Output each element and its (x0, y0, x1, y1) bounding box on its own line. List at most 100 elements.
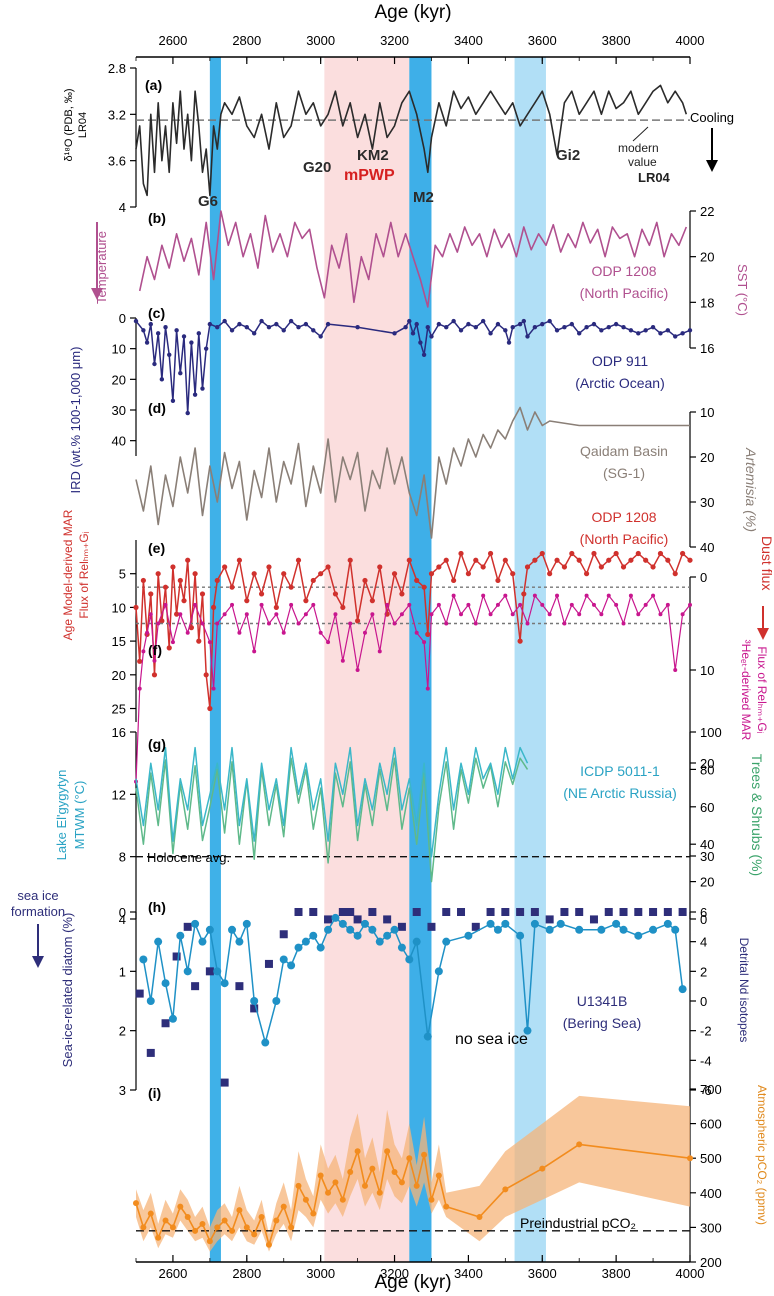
series-h-point-14 (242, 919, 251, 928)
cooling-arrowhead (706, 160, 718, 172)
series-i-point-31 (361, 1182, 368, 1189)
series-h-nd-point-32 (575, 908, 584, 916)
series-h-point-2 (154, 937, 163, 946)
series-c-point-82 (687, 328, 693, 333)
panel-label-g: (g) (148, 736, 166, 752)
series-i-point-21 (288, 1224, 295, 1231)
dust-flux-arrowhead (757, 628, 769, 640)
band-M2 (409, 57, 432, 1262)
axis-title-a-1: δ¹⁸O (PDB, ‰) (63, 88, 75, 161)
series-f-point-23 (274, 612, 279, 617)
y-tick-label-g-4: 4 (119, 912, 126, 927)
series-h-point-42 (493, 925, 502, 934)
series-h-point-54 (649, 925, 658, 934)
series-c-point-60 (525, 334, 530, 339)
series-e-point-9 (166, 645, 172, 651)
series-h-point-15 (250, 997, 259, 1005)
series-c-point-69 (591, 321, 597, 327)
series-e-point-61 (495, 577, 501, 584)
y-tick-label-g-12: 12 (112, 787, 126, 802)
series-e-point-50 (421, 584, 427, 590)
series-c-point-0 (133, 318, 139, 324)
series-f-point-5 (152, 658, 157, 663)
odp911-label-2: (Arctic Ocean) (575, 375, 664, 391)
series-c-point-25 (251, 331, 257, 336)
y-tick-label-h-3: 3 (119, 1083, 126, 1098)
series-e-point-29 (266, 564, 272, 570)
series-f-point-6 (156, 621, 161, 626)
u1341-label-2: (Bering Sea) (563, 1015, 642, 1031)
bottom-tick-label-4000: 4000 (676, 1266, 705, 1281)
y-tick-label-g2-100: 100 (700, 725, 722, 740)
y-tick-label-b-18: 18 (700, 295, 714, 310)
series-c-point-33 (311, 328, 316, 333)
series-h-nd-point-33 (589, 915, 598, 924)
series-i-point-23 (302, 1196, 309, 1203)
series-f-point-70 (614, 602, 619, 607)
series-h-nd-point-12 (294, 908, 303, 916)
series-c-point-38 (403, 325, 408, 330)
series-e-point-13 (181, 598, 187, 604)
series-f-point-8 (170, 640, 175, 645)
series-c-point-2 (144, 340, 150, 345)
series-i-point-8 (192, 1227, 199, 1234)
series-h-nd-point-37 (649, 908, 658, 916)
series-c-point-39 (407, 318, 412, 324)
y-tick-label-i-200: 200 (700, 1255, 722, 1270)
series-c-point-61 (532, 325, 538, 330)
y-tick-label-c-20: 20 (112, 372, 126, 387)
series-h-point-1 (146, 997, 155, 1005)
series-e-point-16 (192, 571, 198, 577)
series-h-nd-point-13 (309, 908, 318, 916)
series-h-point-10 (213, 967, 222, 976)
series-i-point-4 (162, 1217, 169, 1224)
series-c-point-70 (599, 328, 604, 333)
series-f-point-12 (200, 621, 205, 626)
series-h-nd-point-2 (161, 1019, 170, 1028)
series-e-point-66 (524, 564, 531, 570)
series-i-point-19 (273, 1217, 280, 1224)
series-h-point-53 (634, 931, 643, 940)
temperature-arrowhead (91, 288, 103, 300)
series-h-point-35 (405, 955, 414, 964)
series-i-point-20 (280, 1203, 287, 1210)
series-f-point-44 (425, 686, 430, 691)
series-e-point-57 (465, 571, 471, 577)
top-tick-label-3600: 3600 (528, 33, 557, 48)
series-i-point-14 (236, 1207, 243, 1214)
series-c-point-36 (355, 325, 360, 330)
series-f-point-53 (488, 612, 493, 617)
bottom-tick-label-2800: 2800 (232, 1266, 261, 1281)
series-c-point-37 (392, 331, 397, 336)
series-c-point-72 (613, 321, 619, 327)
series-h-nd-point-22 (427, 922, 436, 931)
series-h-nd-point-38 (663, 908, 672, 916)
series-i-point-13 (229, 1227, 236, 1234)
y-tick-label-g2-0: 0 (700, 912, 707, 927)
series-e-point-77 (606, 557, 612, 563)
y-tick-label-d-10: 10 (700, 405, 714, 420)
series-c-point-53 (488, 331, 493, 336)
series-f-point-63 (562, 621, 567, 626)
series-i-point-41 (435, 1172, 442, 1179)
sea-ice-arrowhead (32, 956, 44, 968)
series-f-point-38 (385, 602, 390, 607)
series-c-point-35 (325, 321, 331, 327)
series-e-point-23 (222, 564, 228, 570)
series-h-point-17 (272, 997, 281, 1005)
series-h-nd-point-8 (235, 982, 244, 991)
series-i-point-15 (243, 1224, 250, 1231)
series-e-point-52 (428, 571, 435, 577)
series-e-point-58 (473, 557, 479, 563)
series-i-point-46 (576, 1141, 583, 1148)
series-e-point-81 (635, 550, 641, 557)
series-c-point-34 (318, 334, 323, 339)
y-tick-label-i-500: 500 (700, 1151, 722, 1166)
temperature-label: Temperature (94, 231, 109, 304)
series-e-point-76 (598, 564, 604, 570)
series-h-point-8 (198, 937, 207, 946)
series-e-point-17 (196, 638, 202, 644)
y-tick-label-g2-60: 60 (700, 800, 714, 815)
series-e-point-34 (303, 598, 309, 604)
